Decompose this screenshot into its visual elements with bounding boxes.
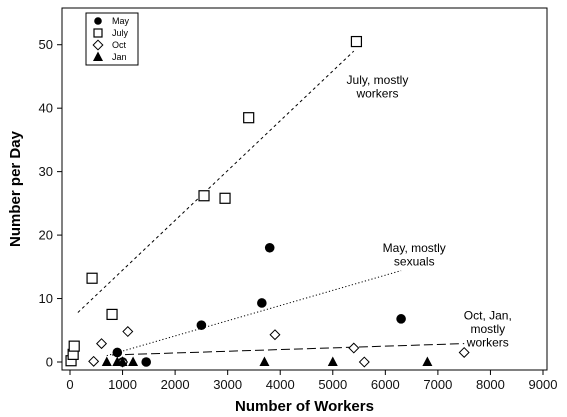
x-tick-label: 7000 [423,377,452,392]
data-point [259,356,270,366]
data-point [358,356,370,368]
trendline-dotted [106,270,402,357]
legend-label: July [112,28,129,38]
data-point [112,347,123,358]
y-tick-label: 50 [39,37,53,52]
annotation: May, mostly sexuals [383,241,446,269]
x-tick-label: 3000 [213,377,242,392]
data-point [198,190,210,202]
data-point [106,308,118,321]
y-tick-label: 0 [46,355,53,370]
y-tick-label: 10 [39,291,53,306]
legend-marker [94,17,102,25]
x-tick-label: 8000 [476,377,505,392]
data-point [269,329,281,341]
data-point [348,342,360,354]
data-point [196,320,207,330]
data-point [101,356,112,366]
data-point [86,272,98,284]
x-tick-label: 6000 [371,377,400,392]
data-point [68,340,80,352]
data-point [396,314,406,324]
legend-marker [93,51,103,61]
x-tick-label: 1000 [108,377,137,392]
legend-marker [92,39,104,51]
annotation-line: May, mostly [383,241,446,255]
annotation-line: workers [355,87,398,101]
data-point [264,242,275,253]
y-tick-label: 40 [39,101,53,116]
axes: 0 1000 2000 3000 4000 5000 6000 7000 8000 9000 0 10… [39,7,558,392]
trendline-dashed [77,50,355,313]
x-tick-label: 4000 [266,377,295,392]
data-point [128,356,139,366]
data-point [327,356,338,366]
y-axis-label: Number per Day [7,130,24,247]
legend-label: Oct [112,40,127,50]
data-point [458,346,470,358]
data-point [350,35,363,48]
plot-frame [61,7,548,371]
data-point [219,192,231,204]
trendline-longdash [112,343,465,356]
annotation-line: Oct, Jan, [464,308,512,322]
annotation-line: workers [466,335,509,349]
annotation: Oct, Jan, mostly workers [464,308,512,349]
x-axis-label: Number of Workers [235,398,374,415]
y-tick-label: 30 [39,164,53,179]
series-jan [101,356,433,366]
legend-label: Jan [112,52,127,62]
data-point [243,112,255,124]
annotation-line: sexuals [394,255,435,269]
legend-label: May [112,16,130,26]
series-july [65,35,363,367]
y-tick-label: 20 [39,228,53,243]
legend: May July Oct Jan [85,12,139,66]
series-may [112,242,406,367]
annotation: July, mostly workers [347,73,409,101]
annotation-line: July, mostly [347,73,409,87]
data-point [117,356,128,366]
legend-marker [93,28,103,38]
data-point [96,338,108,350]
annotation-line: mostly [470,322,505,336]
x-tick-label: 2000 [161,377,190,392]
data-point [422,356,433,366]
x-tick-label: 5000 [318,377,347,392]
data-point [257,298,267,308]
data-point [141,357,152,367]
data-point [88,355,100,367]
data-point [122,326,134,338]
trendlines [77,50,465,357]
data-points [65,35,470,368]
x-tick-label: 9000 [529,377,558,392]
x-tick-label: 0 [66,377,73,392]
